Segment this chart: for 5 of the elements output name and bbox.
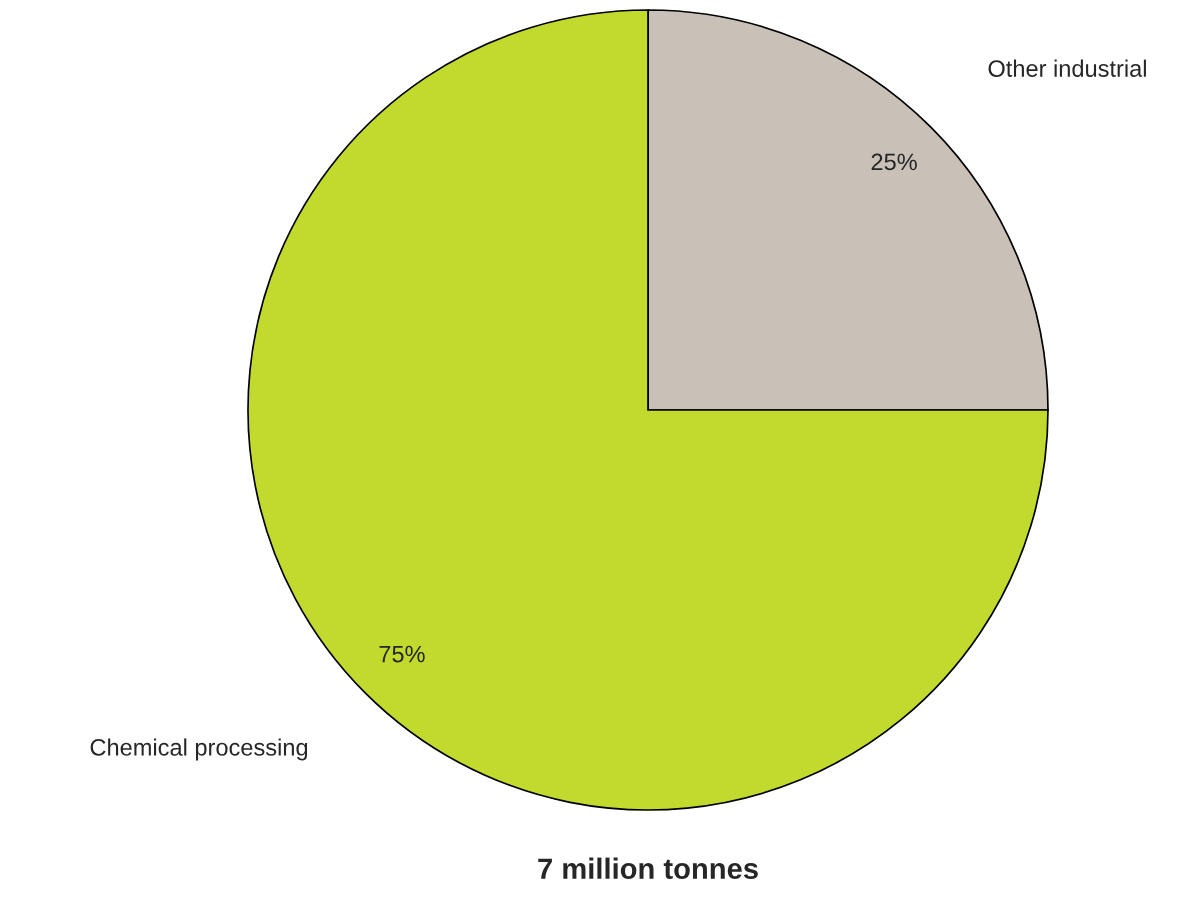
slice-label: Other industrial — [988, 59, 1146, 77]
text: 7 million tonnes — [538, 857, 758, 880]
data-label: 25% — [871, 153, 917, 171]
data-label: 75% — [379, 645, 425, 663]
slice-label: Chemical processing — [90, 738, 308, 761]
